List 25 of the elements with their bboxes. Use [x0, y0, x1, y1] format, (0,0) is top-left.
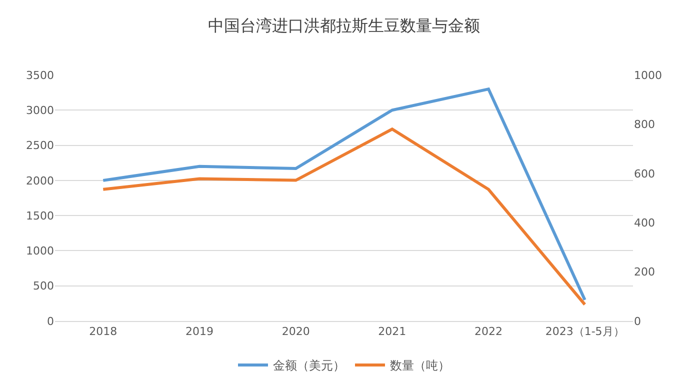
legend-label: 数量（吨） [390, 358, 450, 373]
legend-label: 金额（美元） [273, 358, 345, 373]
x-tick-label: 2018 [89, 325, 118, 338]
y-tick-label: 500 [33, 280, 54, 293]
y2-tick-label: 200 [634, 266, 655, 279]
x-tick-label: 2020 [282, 325, 310, 338]
y-tick-label: 2000 [26, 174, 54, 188]
chart-title: 中国台湾进口洪都拉斯生豆数量与金额 [208, 16, 480, 35]
y-tick-label: 0 [47, 314, 54, 328]
y-tick-label: 3500 [26, 68, 54, 82]
line-series [102, 128, 586, 306]
x-tick-label: 2022 [474, 325, 502, 338]
y-tick-label: 1000 [26, 244, 54, 258]
y2-tick-label: 600 [634, 167, 655, 180]
y2-tick-label: 400 [634, 216, 655, 230]
x-tick-label: 2019 [186, 325, 214, 338]
y2-tick-label: 800 [634, 118, 655, 132]
y-tick-label: 2500 [26, 139, 54, 152]
x-tick-label: 2021 [378, 325, 406, 338]
x-tick-label: 2023（1-5月） [545, 325, 624, 338]
line-series [102, 88, 586, 302]
y2-tick-label: 1000 [634, 68, 662, 82]
y-tick-label: 3000 [26, 104, 54, 117]
y-tick-label: 1500 [26, 209, 54, 222]
y2-tick-label: 0 [634, 314, 641, 328]
